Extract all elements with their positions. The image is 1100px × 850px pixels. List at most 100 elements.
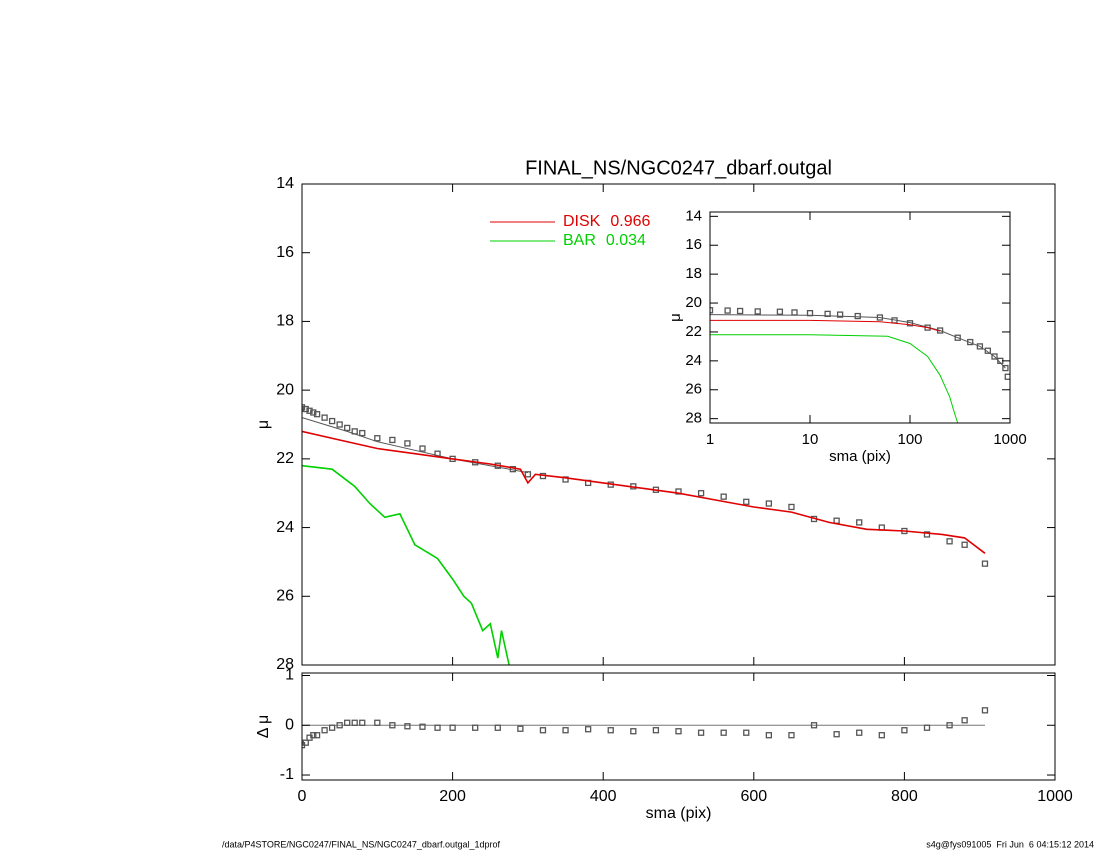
y-tick-label: 22: [276, 450, 294, 467]
data-point: [736, 307, 744, 315]
chart-title: FINAL_NS/NGC0247_dbarf.outgal: [525, 157, 832, 179]
plot-frame: [301, 672, 1056, 781]
legend-name: BAR: [563, 232, 596, 249]
footer-path: /data/P4STORE/NGC0247/FINAL_NS/NGC0247_d…: [222, 839, 500, 849]
data-point: [562, 727, 569, 734]
data-point: [724, 307, 731, 314]
data-point: [833, 731, 840, 738]
series-line: [710, 334, 959, 423]
data-point: [389, 722, 396, 729]
data-point: [788, 503, 795, 511]
plot-area: [302, 673, 1055, 780]
data-point: [788, 732, 795, 739]
data-point: [344, 424, 351, 432]
x-tick-label: 200: [439, 788, 466, 805]
data-point: [302, 405, 309, 413]
data-point: [652, 727, 660, 734]
y-tick-label: 16: [685, 236, 702, 253]
data-point: [607, 727, 614, 734]
legend-fraction: 0.966: [610, 213, 650, 230]
data-point: [539, 727, 547, 734]
y-tick-label: 24: [276, 519, 294, 536]
y-tick-label: 16: [276, 244, 294, 261]
data-point: [321, 414, 328, 421]
data-point: [954, 334, 961, 341]
legend-name: DISK: [563, 213, 601, 230]
y-tick-label: -1: [280, 766, 294, 783]
legend-fraction: 0.034: [606, 232, 646, 249]
data-point: [923, 531, 931, 538]
data-point: [961, 717, 968, 724]
plot-data: [710, 307, 1010, 423]
x-tick-label: 0: [298, 788, 307, 805]
y-tick-label: 28: [276, 656, 294, 673]
y-tick-label: 1: [285, 667, 294, 684]
data-point: [697, 729, 705, 736]
data-point: [404, 440, 411, 447]
data-point: [1004, 373, 1010, 380]
y-tick-label: 14: [685, 207, 702, 224]
x-axis-label: sma (pix): [646, 805, 712, 822]
data-point: [743, 498, 750, 505]
data-point: [419, 723, 426, 730]
y-tick-label: 20: [685, 294, 702, 311]
y-tick-label: 24: [685, 352, 702, 369]
data-point: [675, 728, 682, 735]
data-point: [630, 728, 637, 735]
data-point: [584, 726, 592, 733]
y-tick-label: 18: [685, 265, 702, 282]
data-point: [336, 722, 343, 729]
data-point: [991, 353, 998, 360]
data-point: [856, 729, 863, 736]
y-tick-label: 26: [276, 588, 294, 605]
data-point: [306, 407, 313, 414]
y-tick-label: 26: [685, 381, 702, 398]
data-point: [336, 421, 343, 428]
data-point: [901, 727, 908, 734]
y-tick-label: 20: [276, 381, 294, 398]
data-point: [981, 707, 989, 714]
series-line: [302, 417, 528, 474]
data-point: [321, 727, 328, 734]
x-axis-label: sma (pix): [829, 448, 891, 465]
data-point: [359, 429, 366, 437]
data-point: [434, 724, 441, 731]
data-point: [344, 719, 351, 726]
x-tick-label: 10: [802, 431, 819, 448]
plot-frame: [301, 183, 1056, 666]
data-point: [494, 724, 501, 731]
data-point: [313, 411, 321, 418]
plot-data: [302, 707, 989, 749]
y-tick-label: 22: [685, 323, 702, 340]
footer-stamp: s4g@fys091005 Fri Jun 6 04:15:12 2014: [926, 839, 1094, 849]
x-tick-label: 1000: [993, 431, 1026, 448]
plot-frame: [709, 211, 1011, 424]
x-tick-label: 800: [891, 788, 918, 805]
y-axis-label: μ: [667, 313, 684, 322]
data-point: [765, 732, 773, 739]
data-point: [351, 719, 358, 726]
data-point: [923, 724, 931, 731]
data-point: [720, 729, 727, 736]
series-line: [710, 319, 941, 332]
y-axis-label: Δ μ: [255, 715, 272, 738]
data-point: [824, 310, 831, 318]
data-point: [404, 723, 411, 730]
x-tick-label: 1000: [1037, 788, 1073, 805]
data-point: [776, 308, 784, 315]
x-tick-label: 400: [590, 788, 617, 805]
data-point: [976, 343, 984, 350]
x-tick-label: 1: [706, 431, 714, 448]
data-point: [720, 493, 727, 500]
data-point: [810, 722, 818, 729]
data-point: [302, 739, 309, 746]
data-point: [946, 722, 953, 729]
y-tick-label: 28: [685, 410, 702, 427]
data-point: [981, 560, 989, 567]
data-point: [389, 436, 396, 444]
data-point: [697, 490, 705, 497]
legend-entry: BAR 0.034: [563, 232, 646, 249]
data-point: [754, 308, 761, 315]
data-point: [328, 417, 336, 425]
